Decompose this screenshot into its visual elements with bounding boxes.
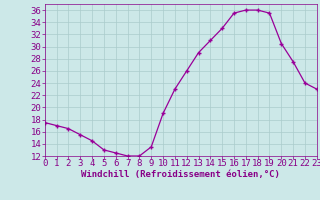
X-axis label: Windchill (Refroidissement éolien,°C): Windchill (Refroidissement éolien,°C)	[81, 170, 280, 179]
